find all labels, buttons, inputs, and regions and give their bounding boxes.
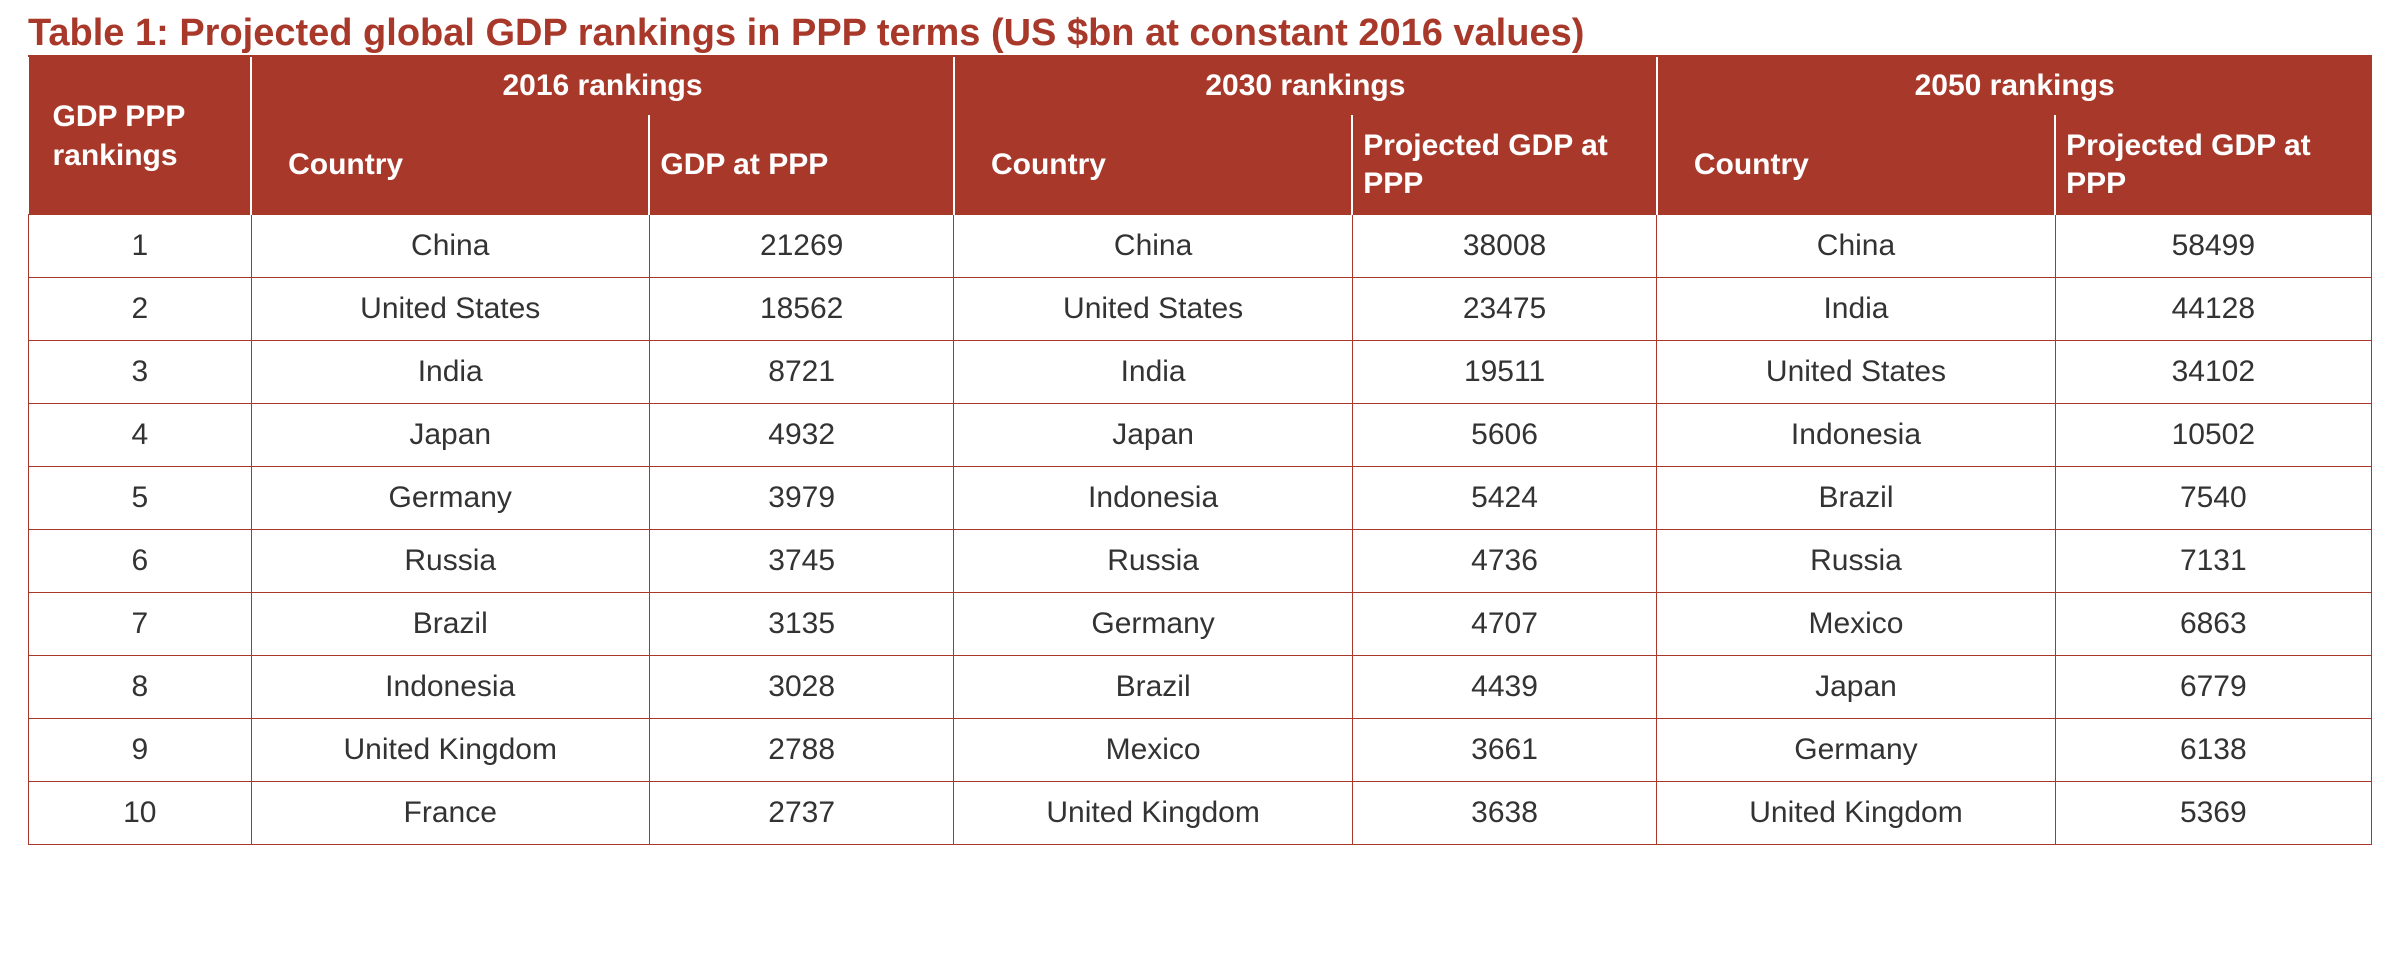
cell-2050-country: United Kingdom xyxy=(1657,782,2055,845)
cell-2016-gdp: 3135 xyxy=(649,593,954,656)
cell-2050-country: China xyxy=(1657,215,2055,278)
cell-2016-gdp: 2788 xyxy=(649,719,954,782)
cell-2050-country: Mexico xyxy=(1657,593,2055,656)
cell-2030-country: United States xyxy=(954,278,1352,341)
table-body: 1China21269China38008China584992United S… xyxy=(29,215,2372,845)
cell-rank: 6 xyxy=(29,530,252,593)
cell-2050-gdp: 10502 xyxy=(2055,404,2371,467)
cell-2030-country: Indonesia xyxy=(954,467,1352,530)
table-row: 2United States18562United States23475Ind… xyxy=(29,278,2372,341)
header-2030-gdp: Projected GDP at PPP xyxy=(1352,115,1657,215)
cell-2016-gdp: 21269 xyxy=(649,215,954,278)
cell-2030-country: Russia xyxy=(954,530,1352,593)
cell-rank: 1 xyxy=(29,215,252,278)
cell-rank: 8 xyxy=(29,656,252,719)
cell-2030-country: Japan xyxy=(954,404,1352,467)
cell-rank: 5 xyxy=(29,467,252,530)
cell-2050-gdp: 7131 xyxy=(2055,530,2371,593)
cell-2030-country: Mexico xyxy=(954,719,1352,782)
cell-2016-country: United Kingdom xyxy=(251,719,649,782)
cell-2030-gdp: 19511 xyxy=(1352,341,1657,404)
cell-2050-country: Germany xyxy=(1657,719,2055,782)
cell-2016-gdp: 3745 xyxy=(649,530,954,593)
cell-rank: 4 xyxy=(29,404,252,467)
cell-2030-country: China xyxy=(954,215,1352,278)
cell-rank: 2 xyxy=(29,278,252,341)
cell-2016-gdp: 3979 xyxy=(649,467,954,530)
cell-rank: 10 xyxy=(29,782,252,845)
cell-2016-gdp: 2737 xyxy=(649,782,954,845)
cell-2050-gdp: 6138 xyxy=(2055,719,2371,782)
gdp-rankings-table: GDP PPP rankings 2016 rankings 2030 rank… xyxy=(28,57,2372,845)
header-2050-country: Country xyxy=(1657,115,2055,215)
cell-2050-country: United States xyxy=(1657,341,2055,404)
cell-2030-gdp: 5424 xyxy=(1352,467,1657,530)
table-title: Table 1: Projected global GDP rankings i… xyxy=(28,12,2372,57)
cell-2030-gdp: 5606 xyxy=(1352,404,1657,467)
cell-2016-gdp: 18562 xyxy=(649,278,954,341)
table-row: 9United Kingdom2788Mexico3661Germany6138 xyxy=(29,719,2372,782)
cell-2050-gdp: 6779 xyxy=(2055,656,2371,719)
header-group-2030: 2030 rankings xyxy=(954,57,1657,115)
cell-2050-country: Brazil xyxy=(1657,467,2055,530)
table-row: 10France2737United Kingdom3638United Kin… xyxy=(29,782,2372,845)
cell-2030-gdp: 4736 xyxy=(1352,530,1657,593)
cell-2030-gdp: 23475 xyxy=(1352,278,1657,341)
cell-2016-country: Russia xyxy=(251,530,649,593)
header-group-2050: 2050 rankings xyxy=(1657,57,2372,115)
table-row: 3India8721India19511United States34102 xyxy=(29,341,2372,404)
header-2016-country: Country xyxy=(251,115,649,215)
cell-2050-gdp: 5369 xyxy=(2055,782,2371,845)
cell-2030-gdp: 3661 xyxy=(1352,719,1657,782)
table-row: 5Germany3979Indonesia5424Brazil7540 xyxy=(29,467,2372,530)
cell-2050-gdp: 34102 xyxy=(2055,341,2371,404)
cell-rank: 9 xyxy=(29,719,252,782)
cell-2030-gdp: 38008 xyxy=(1352,215,1657,278)
table-header: GDP PPP rankings 2016 rankings 2030 rank… xyxy=(29,57,2372,215)
cell-2016-gdp: 8721 xyxy=(649,341,954,404)
header-2016-gdp: GDP at PPP xyxy=(649,115,954,215)
cell-2030-gdp: 4439 xyxy=(1352,656,1657,719)
cell-2050-gdp: 7540 xyxy=(2055,467,2371,530)
table-row: 6Russia3745Russia4736Russia7131 xyxy=(29,530,2372,593)
cell-2030-gdp: 3638 xyxy=(1352,782,1657,845)
cell-2030-country: India xyxy=(954,341,1352,404)
cell-2030-gdp: 4707 xyxy=(1352,593,1657,656)
cell-2050-gdp: 44128 xyxy=(2055,278,2371,341)
cell-2016-country: China xyxy=(251,215,649,278)
cell-2016-gdp: 4932 xyxy=(649,404,954,467)
cell-2016-country: France xyxy=(251,782,649,845)
cell-2050-gdp: 6863 xyxy=(2055,593,2371,656)
cell-2050-country: India xyxy=(1657,278,2055,341)
cell-2050-country: Indonesia xyxy=(1657,404,2055,467)
cell-2050-country: Russia xyxy=(1657,530,2055,593)
cell-2016-country: Indonesia xyxy=(251,656,649,719)
cell-2016-gdp: 3028 xyxy=(649,656,954,719)
table-row: 4Japan4932Japan5606Indonesia10502 xyxy=(29,404,2372,467)
header-2050-gdp: Projected GDP at PPP xyxy=(2055,115,2371,215)
cell-2050-country: Japan xyxy=(1657,656,2055,719)
header-group-2016: 2016 rankings xyxy=(251,57,954,115)
cell-2016-country: Brazil xyxy=(251,593,649,656)
cell-2016-country: Japan xyxy=(251,404,649,467)
header-2030-country: Country xyxy=(954,115,1352,215)
cell-2016-country: United States xyxy=(251,278,649,341)
cell-2050-gdp: 58499 xyxy=(2055,215,2371,278)
cell-2030-country: Germany xyxy=(954,593,1352,656)
cell-2030-country: United Kingdom xyxy=(954,782,1352,845)
header-rank: GDP PPP rankings xyxy=(29,57,252,215)
cell-2030-country: Brazil xyxy=(954,656,1352,719)
table-row: 1China21269China38008China58499 xyxy=(29,215,2372,278)
cell-rank: 7 xyxy=(29,593,252,656)
cell-2016-country: India xyxy=(251,341,649,404)
table-row: 8Indonesia3028Brazil4439Japan6779 xyxy=(29,656,2372,719)
cell-rank: 3 xyxy=(29,341,252,404)
cell-2016-country: Germany xyxy=(251,467,649,530)
table-row: 7Brazil3135Germany4707Mexico6863 xyxy=(29,593,2372,656)
